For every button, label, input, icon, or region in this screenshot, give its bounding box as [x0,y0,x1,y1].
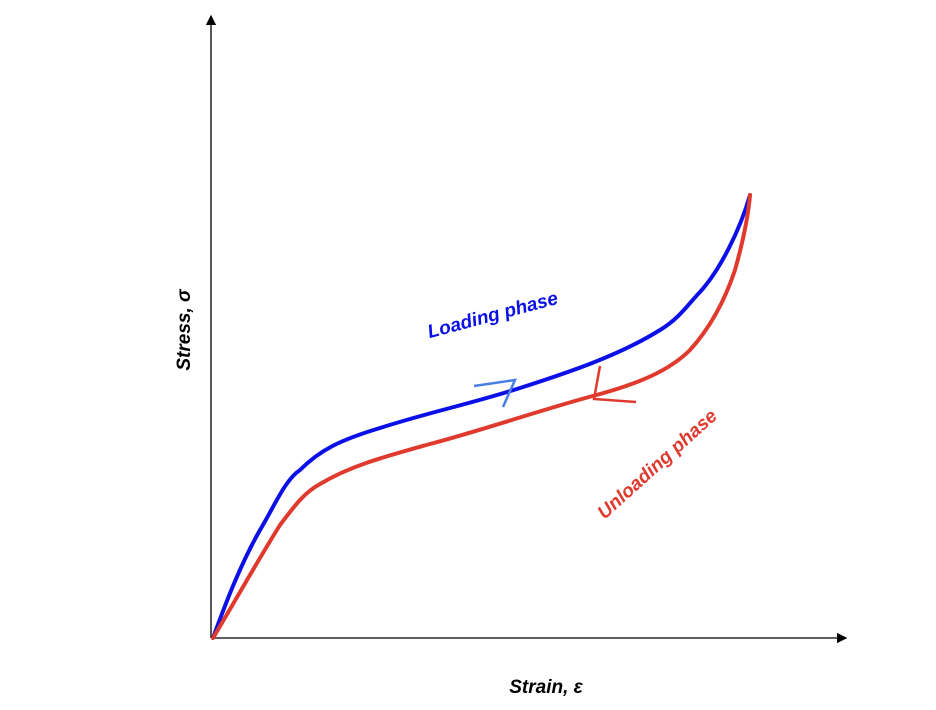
unloading-label: Unloading phase [594,405,722,523]
loading-label: Loading phase [425,288,560,343]
y-axis-label: Stress, σ [174,288,195,371]
x-axis-label: Strain, ε [509,677,583,698]
loading-curve [211,193,752,640]
loading-arrow [473,378,518,408]
unloading-arrow [592,365,637,404]
unloading-curve [211,193,752,640]
